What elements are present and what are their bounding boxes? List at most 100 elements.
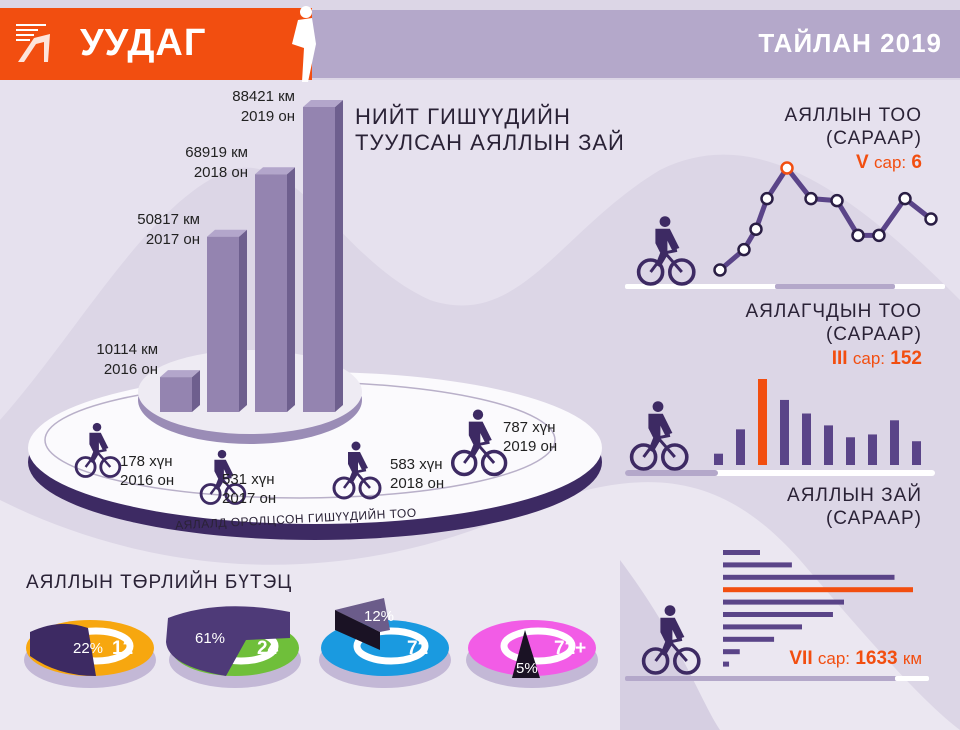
- trips-point-10: [898, 191, 912, 206]
- riders-bar-1: [714, 453, 723, 465]
- cyclist-icon-2019: [450, 409, 508, 477]
- distance-label-2017: 50817 км 2017 он: [137, 211, 200, 248]
- trips-point-11: [924, 212, 938, 226]
- members-label-2019: 787 хүн 2019 он: [503, 419, 558, 455]
- cyclist-icon-riders: [629, 401, 689, 471]
- distance-bar-5: [723, 599, 845, 605]
- riders-bar-3: [758, 379, 767, 465]
- trips-point-9: [872, 228, 886, 243]
- pie-slice-61: [166, 606, 290, 676]
- tripdist-title: АЯЛЛЫН ЗАЙ (САРААР): [787, 485, 922, 529]
- wheel-icon: [641, 647, 670, 675]
- distance-bar-3: [723, 574, 895, 580]
- header-brand-bar: [0, 8, 312, 80]
- distance-bar-8: [723, 636, 775, 642]
- distance-bar-1: [723, 550, 760, 555]
- trips-point-7: [830, 193, 844, 208]
- cycle-arrow-icon: [353, 627, 429, 665]
- members-label-2018: 583 хүн 2018 он: [390, 456, 445, 492]
- riders-bar-6: [824, 425, 833, 465]
- pie-icon-label: 24: [257, 638, 279, 659]
- distance-bar-9: [723, 649, 740, 655]
- riders-bar-2: [736, 429, 745, 465]
- body-icon: [660, 617, 685, 657]
- cyclist-icon-2017: [199, 449, 247, 505]
- head-icon: [664, 605, 676, 616]
- trips-point-4: [760, 191, 774, 206]
- body-icon: [648, 413, 673, 453]
- riders-bar-5: [802, 413, 811, 465]
- wheel-icon: [358, 476, 382, 500]
- members-label-2017: 531 хүн 2017 он: [222, 471, 277, 507]
- types-title: АЯЛЛЫН ТӨРЛИЙН БҮТЭЦ: [26, 572, 293, 593]
- wheel-icon: [199, 483, 222, 505]
- pie-pct-72plus: 5%: [516, 660, 538, 677]
- distance-bar-10: [723, 661, 730, 667]
- distance-3d-chart: [28, 100, 602, 540]
- pie-slice-12: [335, 598, 390, 632]
- trips-point-1: [713, 263, 727, 277]
- bar3d-side-2016: [192, 370, 200, 412]
- pie-icon-label: 72+: [554, 638, 586, 659]
- distance-bar-6: [723, 612, 833, 617]
- riders-title: АЯЛАГЧДЫН ТОО (САРААР): [745, 301, 922, 345]
- distance-label-2016: 10114 км 2016 он: [96, 341, 158, 378]
- pie-icon-label: 72: [407, 638, 428, 659]
- head-icon: [472, 409, 484, 420]
- trips-highlight: V сар: 6: [856, 152, 922, 173]
- wheel-icon: [74, 456, 97, 478]
- riders-bar-4: [780, 399, 789, 465]
- pie-slice-12-side: [335, 610, 380, 650]
- head-icon: [351, 441, 361, 451]
- logo-icon: [16, 24, 50, 62]
- trips-line: [718, 165, 933, 272]
- trips-point-2: [737, 242, 751, 257]
- riders-bar-8: [868, 434, 877, 465]
- tripdist-highlight: VII сар: 1633 км: [789, 648, 922, 669]
- bar3d-top-2016: [160, 370, 200, 378]
- bar3d-side-2017: [239, 229, 247, 412]
- trip-type-pies: 12 24 72 72+: [24, 598, 598, 688]
- distance-title-line2: ТУУЛСАН АЯЛЛЫН ЗАЙ: [355, 130, 625, 155]
- head-icon: [652, 401, 664, 412]
- wheel-icon: [661, 443, 689, 471]
- trips-point-5: [780, 161, 794, 175]
- members-label-2016: 178 хүн 2016 он: [120, 453, 175, 489]
- wheel-icon: [480, 449, 508, 477]
- body-icon: [468, 421, 492, 459]
- bar3d-top-2018: [255, 167, 295, 175]
- header-band: [312, 10, 960, 78]
- distance-bar-4: [723, 587, 913, 593]
- body-icon: [89, 432, 109, 464]
- cyclist-icon-distance: [641, 605, 701, 675]
- body-icon: [214, 459, 234, 491]
- distance-label-2018: 68919 км 2018 он: [185, 144, 248, 181]
- pie-icon-label: 12: [112, 638, 133, 659]
- wheel-icon: [450, 449, 478, 477]
- bar3d-side-2018: [287, 167, 295, 412]
- bar3d-side-2019: [335, 100, 343, 412]
- wheel-icon: [668, 258, 696, 286]
- distance-title-line1: НИЙТ ГИШҮҮДИЙН: [355, 104, 571, 129]
- wheel-icon: [224, 483, 247, 505]
- distance-bar-7: [723, 624, 803, 630]
- monthly-charts: [625, 161, 945, 681]
- cycle-arrow-icon: [500, 627, 576, 665]
- head-icon: [659, 216, 671, 227]
- trips-title: АЯЛЛЫН ТОО (САРААР): [784, 105, 922, 149]
- riders-bar-10: [912, 441, 921, 465]
- pie-pct-72: 12%: [364, 608, 395, 625]
- pie-pct-24: 61%: [195, 630, 226, 647]
- bar3d-2018: [255, 174, 287, 412]
- riders-bar-7: [846, 437, 855, 465]
- cyclist-icon-2016: [74, 422, 122, 478]
- bar3d-2019: [303, 107, 335, 412]
- distance-title: НИЙТ ГИШҮҮДИЙН ТУУЛСАН АЯЛЛЫН ЗАЙ: [355, 104, 625, 156]
- bar3d-top-2019: [303, 100, 343, 107]
- pie-slice-22: [30, 623, 96, 676]
- trips-point-6: [804, 191, 818, 206]
- riders-bar-9: [890, 420, 899, 465]
- trips-point-3: [749, 222, 763, 236]
- distance-label-2019: 88421 км 2019 он: [232, 88, 295, 125]
- brand-name: УУДАГ: [80, 22, 207, 64]
